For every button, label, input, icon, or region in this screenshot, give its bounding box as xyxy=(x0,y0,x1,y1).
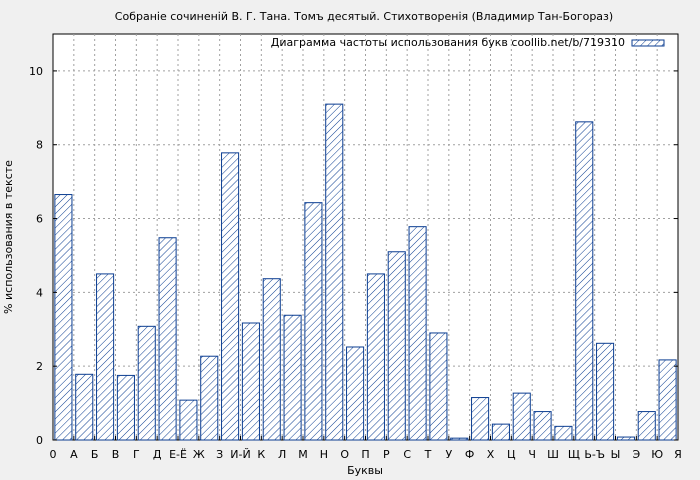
y-axis-title: % использования в тексте xyxy=(2,160,15,314)
legend: Диаграмма частоты использования букв coo… xyxy=(271,36,665,49)
bar-Т xyxy=(408,226,427,441)
bar-Ы xyxy=(596,342,615,441)
y-tick-label: 2 xyxy=(36,360,43,373)
bar-З xyxy=(200,355,219,441)
bar-Х xyxy=(471,397,490,441)
x-tick-label: Ч xyxy=(528,448,536,461)
x-tick-label: У xyxy=(445,448,452,461)
x-tick-label: Х xyxy=(487,448,495,461)
x-tick-label: Г xyxy=(133,448,140,461)
x-tick-label: З xyxy=(216,448,223,461)
x-tick-label: Н xyxy=(320,448,328,461)
bar-Р xyxy=(366,273,385,441)
bar-Ц xyxy=(491,423,510,441)
x-tick-label: А xyxy=(70,448,78,461)
x-origin-label: 0 xyxy=(50,448,57,461)
bar-К xyxy=(241,322,260,441)
x-tick-label: Ы xyxy=(611,448,621,461)
bar-Э xyxy=(616,436,635,441)
x-axis-title: Буквы xyxy=(347,464,383,477)
bar-О xyxy=(325,103,344,441)
bar-И-Й xyxy=(221,152,240,441)
x-tick-label: М xyxy=(298,448,308,461)
bar-В xyxy=(96,273,115,441)
x-tick-label: Р xyxy=(383,448,390,461)
x-tick-label: Ь-Ъ xyxy=(584,448,605,461)
bar-А xyxy=(54,194,73,441)
bar-П xyxy=(346,346,365,441)
bar-Ш xyxy=(533,411,552,441)
x-tick-label: Б xyxy=(91,448,99,461)
x-tick-label: С xyxy=(403,448,411,461)
bar-Б xyxy=(75,373,94,441)
x-tick-label: И-Й xyxy=(230,448,250,461)
x-tick-label: Ф xyxy=(465,448,474,461)
bar-Н xyxy=(304,202,323,441)
bar-Щ xyxy=(554,425,573,441)
x-tick-label: К xyxy=(257,448,265,461)
plot-area xyxy=(52,33,679,441)
x-tick-label: О xyxy=(340,448,349,461)
bar-Ю xyxy=(637,411,656,441)
bar-У xyxy=(429,332,448,441)
bar-С xyxy=(387,251,406,441)
bar-Г xyxy=(116,374,135,441)
x-tick-label: П xyxy=(361,448,369,461)
legend-label: Диаграмма частоты использования букв coo… xyxy=(271,36,625,49)
x-tick-label: Я xyxy=(674,448,682,461)
bar-Ф xyxy=(450,437,469,441)
x-tick-label: Ц xyxy=(507,448,516,461)
y-axis-ticks: 0 2 4 6 8 10 xyxy=(29,65,678,447)
y-tick-label: 4 xyxy=(36,286,43,299)
x-tick-label: Л xyxy=(278,448,286,461)
x-tick-label: Т xyxy=(424,448,432,461)
x-tick-label: Ш xyxy=(547,448,559,461)
chart-title: Собраніе сочиненій В. Г. Тана. Томъ деся… xyxy=(115,10,613,23)
x-tick-label: Е-Ё xyxy=(169,448,187,461)
grid-lines xyxy=(53,34,678,440)
x-tick-label: Ю xyxy=(651,448,663,461)
x-tick-label: В xyxy=(112,448,120,461)
bar-М xyxy=(283,314,302,441)
x-tick-label: Д xyxy=(153,448,162,461)
y-tick-label: 0 xyxy=(36,434,43,447)
x-tick-label: Ж xyxy=(193,448,205,461)
y-tick-label: 8 xyxy=(36,139,43,152)
bar-Ч xyxy=(512,392,531,441)
x-tick-label: Щ xyxy=(568,448,580,461)
bars xyxy=(54,103,677,441)
y-tick-label: 6 xyxy=(36,213,43,226)
x-tick-label: Э xyxy=(632,448,640,461)
bar-Ь-Ъ xyxy=(575,121,594,441)
bar-Л xyxy=(262,278,281,441)
legend-swatch xyxy=(631,39,665,47)
bar-Ж xyxy=(179,399,198,441)
bar-Д xyxy=(137,325,156,441)
x-axis-ticks: 0 А Б В Г Д Е-Ё Ж З И-Й К Л М Н О П Р С Т У Ф Х Ц Ч Ш Щ Ь-Ъ Ы Э Ю Я xyxy=(50,436,682,461)
bar-Е-Ё xyxy=(158,237,177,441)
y-tick-label: 10 xyxy=(29,65,43,78)
bar-Я xyxy=(658,359,677,441)
